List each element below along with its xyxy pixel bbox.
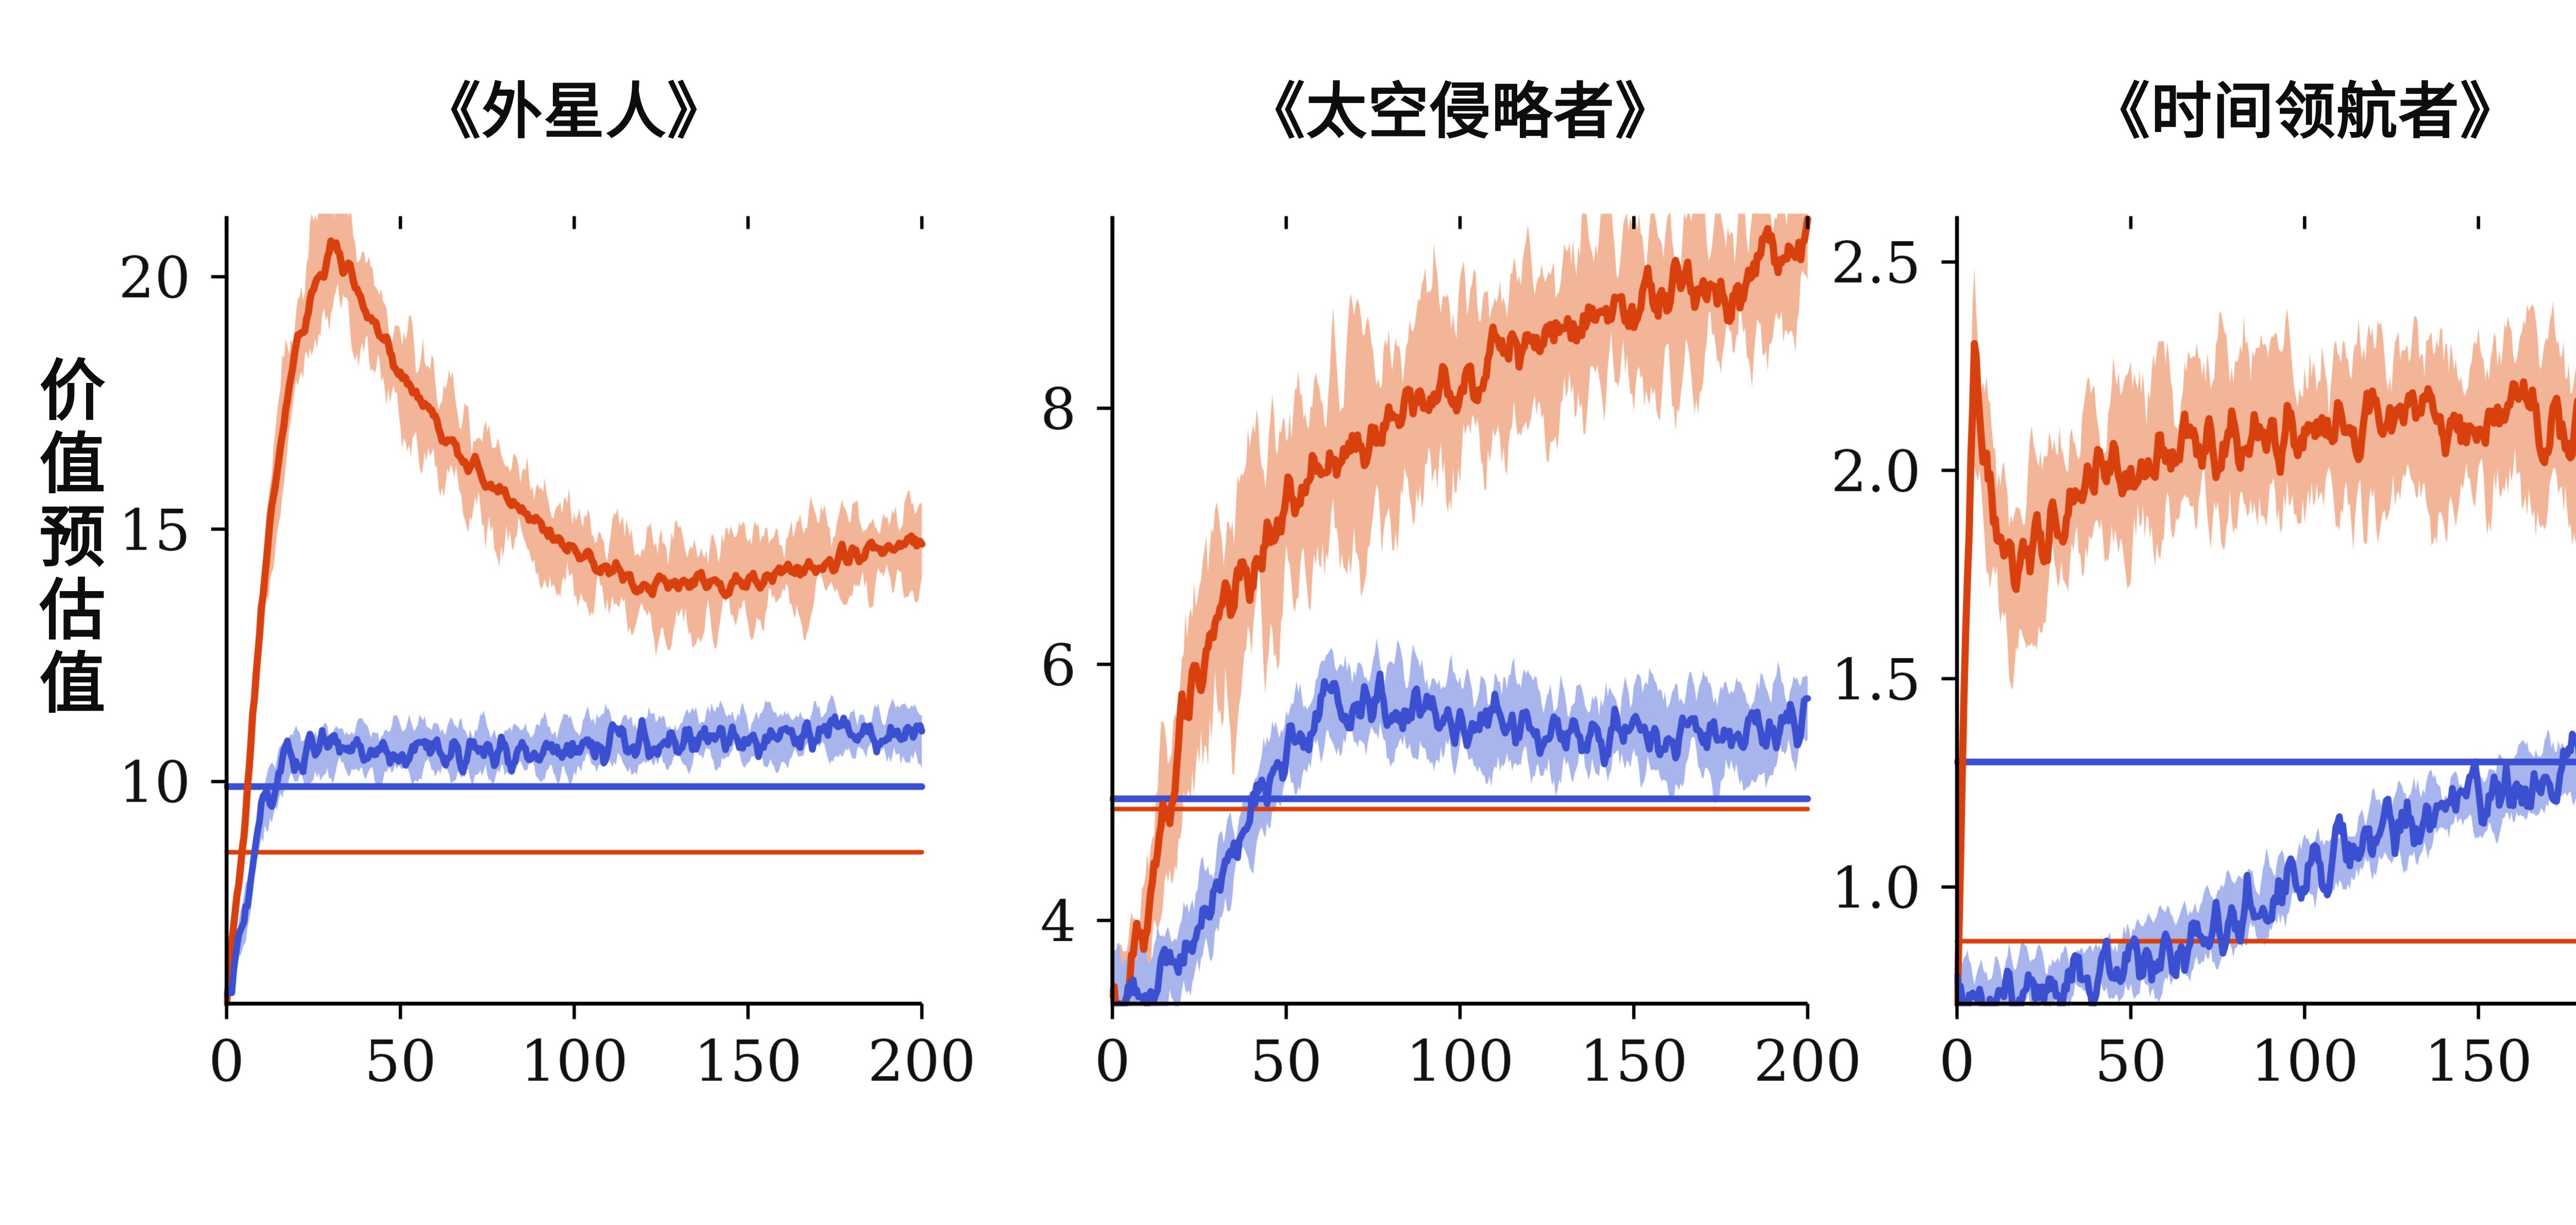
subplot-2-title: 《太空侵略者》 (1244, 78, 1677, 146)
subplot-3-title: 《时间领航者》 (2089, 78, 2522, 146)
subplot-1-title: 《外星人》 (419, 78, 729, 146)
y-axis-label: 价值预估值 (29, 356, 103, 721)
